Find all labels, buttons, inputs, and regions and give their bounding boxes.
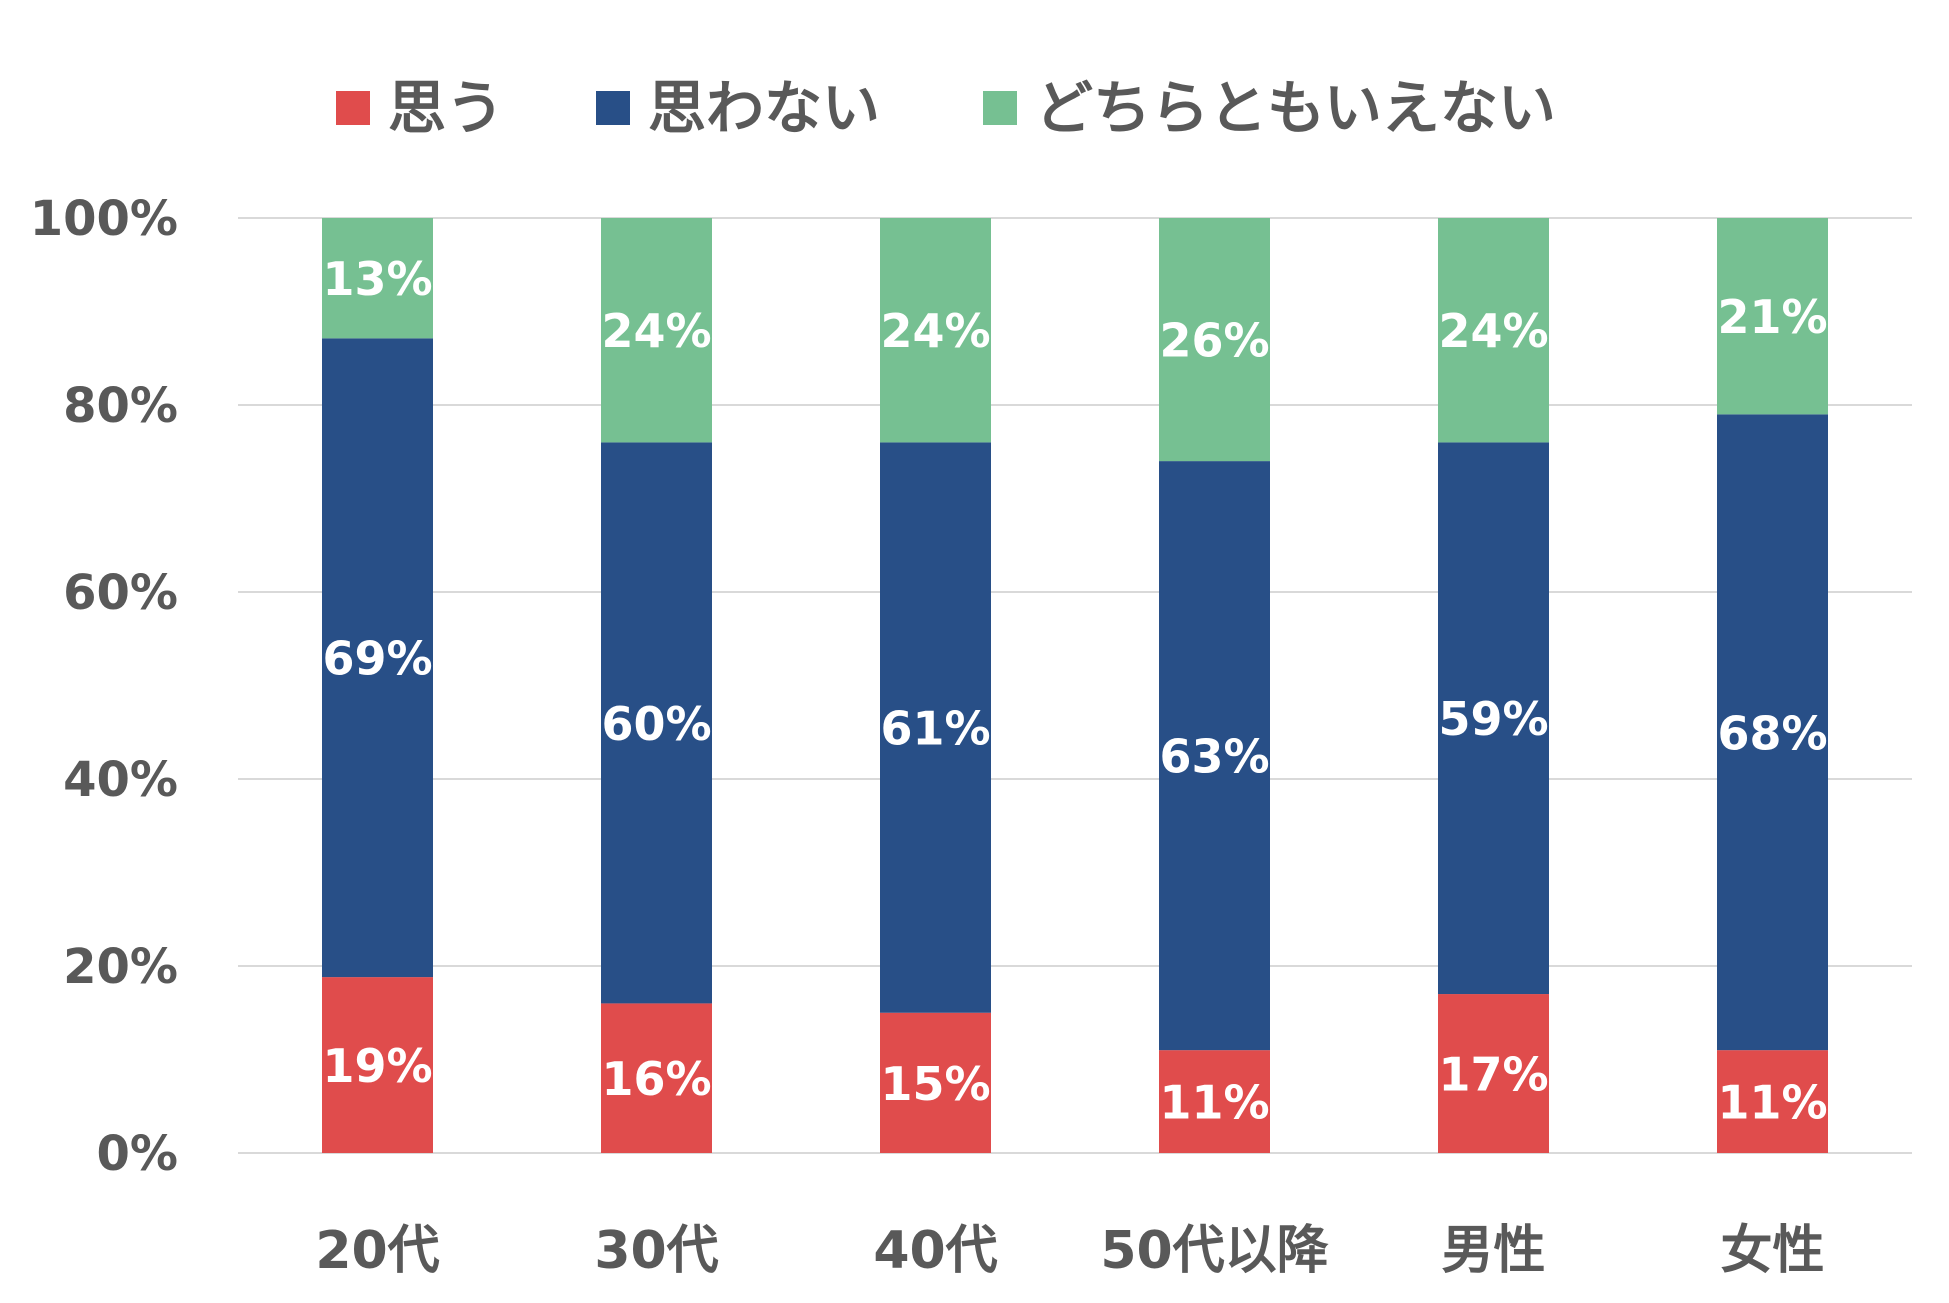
data-label: 24%: [601, 304, 711, 358]
legend-swatch: [983, 91, 1017, 125]
x-tick-label: 20代: [315, 1221, 439, 1281]
bars: 19% 69% 13% 16% 60% 24% 15% 61% 24% 11% 63% 26% 17% 5…: [322, 218, 1828, 1153]
bar-segment: [601, 1003, 712, 1153]
y-tick-label: 80%: [63, 378, 178, 434]
legend: 思う 思わない どちらともいえない: [336, 74, 1556, 142]
bar-segment: [1159, 461, 1270, 1051]
data-label: 11%: [1159, 1076, 1269, 1130]
bar-segment: [601, 442, 712, 1004]
bar-segment: [1717, 218, 1828, 415]
y-tick-label: 20%: [63, 939, 178, 995]
data-label: 69%: [322, 632, 432, 686]
legend-swatch: [596, 91, 630, 125]
data-label: 15%: [880, 1057, 990, 1111]
bar-segment: [1438, 218, 1549, 443]
y-tick-label: 60%: [63, 565, 178, 621]
bar-segment: [1717, 414, 1828, 1051]
data-label: 59%: [1438, 692, 1548, 746]
data-label: 60%: [601, 697, 711, 751]
bar-segment: [880, 1012, 991, 1153]
legend-label: 思わない: [648, 74, 880, 142]
legend-label: どちらともいえない: [1035, 74, 1556, 142]
data-label: 61%: [880, 702, 990, 756]
data-label: 63%: [1159, 730, 1269, 784]
bar-segment: [322, 977, 433, 1153]
bar-segment: [1438, 442, 1549, 995]
x-tick-label: 女性: [1720, 1221, 1824, 1281]
data-label: 21%: [1717, 290, 1827, 344]
data-label: 11%: [1717, 1076, 1827, 1130]
bar-segment: [322, 218, 433, 339]
x-tick-label: 50代以降: [1100, 1221, 1328, 1281]
legend-swatch: [336, 91, 370, 125]
bar-segment: [880, 442, 991, 1013]
x-axis: 20代 30代 40代 50代以降 男性 女性: [315, 1221, 1824, 1281]
y-axis: 0% 20% 40% 60% 80% 100%: [30, 191, 178, 1182]
data-label: 13%: [322, 252, 432, 306]
bar-segment: [1159, 218, 1270, 462]
bar-segment: [1438, 994, 1549, 1153]
bar-segment: [880, 218, 991, 443]
data-label: 68%: [1717, 706, 1827, 760]
x-tick-label: 男性: [1441, 1221, 1545, 1281]
y-tick-label: 0%: [97, 1126, 179, 1182]
x-tick-label: 40代: [873, 1221, 997, 1281]
legend-label: 思う: [388, 74, 504, 142]
bar-segment: [322, 338, 433, 978]
bar-segment: [601, 218, 712, 443]
y-tick-label: 100%: [30, 191, 178, 247]
data-label: 19%: [322, 1039, 432, 1093]
data-label: 24%: [1438, 304, 1548, 358]
bar-segment: [1159, 1050, 1270, 1153]
data-label: 24%: [880, 304, 990, 358]
x-tick-label: 30代: [594, 1221, 718, 1281]
data-label: 17%: [1438, 1048, 1548, 1102]
data-label: 26%: [1159, 314, 1269, 368]
gridlines: [238, 217, 1912, 1154]
bar-segment: [1717, 1050, 1828, 1153]
data-label: 16%: [601, 1052, 711, 1106]
y-tick-label: 40%: [63, 752, 178, 808]
